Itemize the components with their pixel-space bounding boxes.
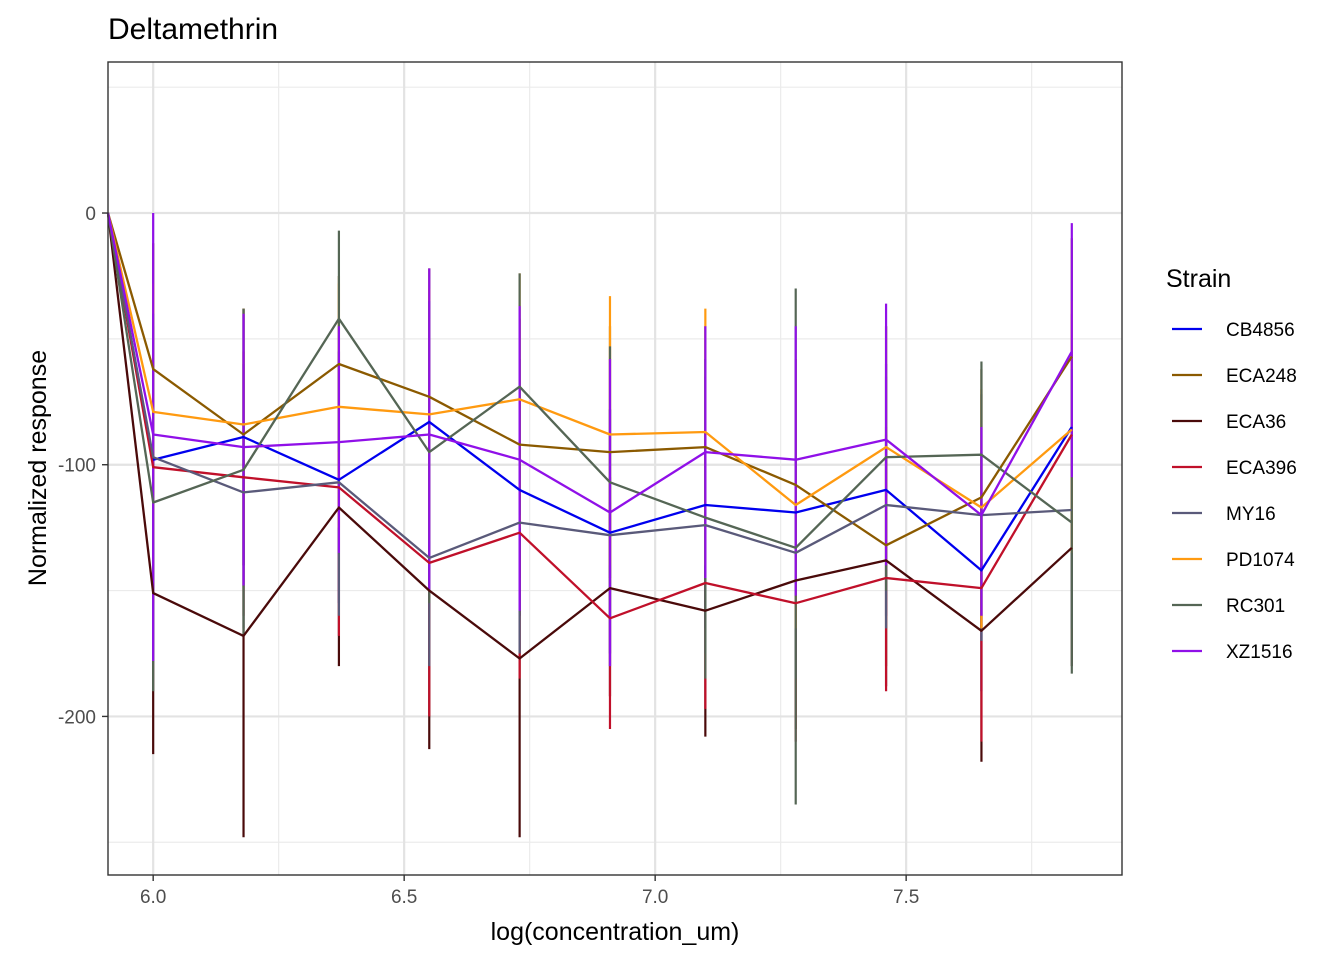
legend-label-PD1074: PD1074 [1226,550,1295,571]
y-axis-title: Normalized response [24,350,52,586]
legend-items: CB4856 ECA248 ECA36 ECA396 MY16 PD1074 RC301 XZ… [1172,320,1297,663]
legend-title: Strain [1166,265,1231,293]
series-line-MY16 [106,212,1072,560]
plot-panel [106,61,1123,876]
y-tick-label: 0 [85,204,96,225]
series-line-RC301 [106,212,1073,549]
series-line-ECA36 [106,212,1073,660]
y-axis-ticks: 0 -100 -200 [58,204,108,728]
y-tick-label: -200 [58,707,96,728]
legend: Strain CB4856 ECA248 ECA36 ECA396 MY16 PD1074… [1166,265,1297,663]
legend-label-ECA396: ECA396 [1226,458,1297,479]
x-tick-label: 6.0 [140,887,166,908]
legend-label-RC301: RC301 [1226,596,1285,617]
legend-label-CB4856: CB4856 [1226,320,1295,341]
x-axis-title: log(concentration_um) [491,918,740,946]
series-line-ECA248 [106,212,1073,547]
grid-major [108,62,1122,875]
y-tick-label: -100 [58,456,96,477]
legend-label-ECA36: ECA36 [1226,412,1286,433]
series-line-CB4856 [106,212,1073,572]
x-tick-label: 7.5 [893,887,919,908]
legend-label-ECA248: ECA248 [1226,366,1297,387]
legend-label-MY16: MY16 [1226,504,1276,525]
x-tick-label: 7.0 [642,887,668,908]
x-tick-label: 6.5 [391,887,417,908]
legend-label-XZ1516: XZ1516 [1226,642,1293,663]
series-line-XZ1516 [106,212,1073,517]
x-axis-ticks: 6.0 6.5 7.0 7.5 [140,875,919,908]
chart-title: Deltamethrin [108,13,278,46]
series-lines [106,212,1073,660]
panel-border [107,61,1123,876]
